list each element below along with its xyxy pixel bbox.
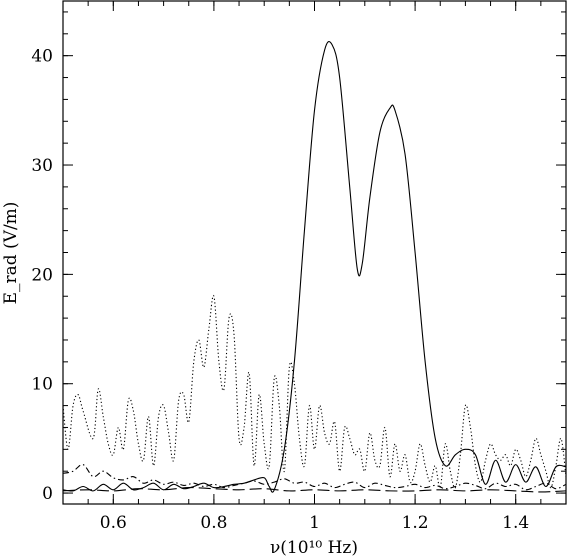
- y-tick-label: 10: [31, 375, 53, 395]
- y-tick-label: 20: [31, 265, 53, 285]
- plot-frame: [62, 0, 567, 505]
- y-tick-label: 0: [42, 484, 53, 504]
- axis-ticks: [62, 1, 567, 504]
- x-tick-label: 1.2: [402, 513, 429, 533]
- x-tick-label: 0.8: [200, 513, 227, 533]
- x-tick-label: 1.4: [502, 513, 529, 533]
- x-axis-label: ν(10¹⁰ Hz): [270, 538, 358, 558]
- x-tick-label: 1: [309, 513, 320, 533]
- y-axis-label: E_rad (V/m): [1, 202, 21, 305]
- series-line-dotted: [63, 295, 566, 489]
- series-line-solid: [63, 41, 566, 493]
- y-tick-label: 40: [31, 47, 53, 67]
- series-line-dash-dot: [63, 464, 566, 491]
- x-tick-label: 0.6: [100, 513, 127, 533]
- y-tick-label: 30: [31, 156, 53, 176]
- series-group: [63, 41, 566, 493]
- tick-labels: 0.6 0.8 1 1.2 1.4 0 10 20 30 40: [31, 47, 529, 533]
